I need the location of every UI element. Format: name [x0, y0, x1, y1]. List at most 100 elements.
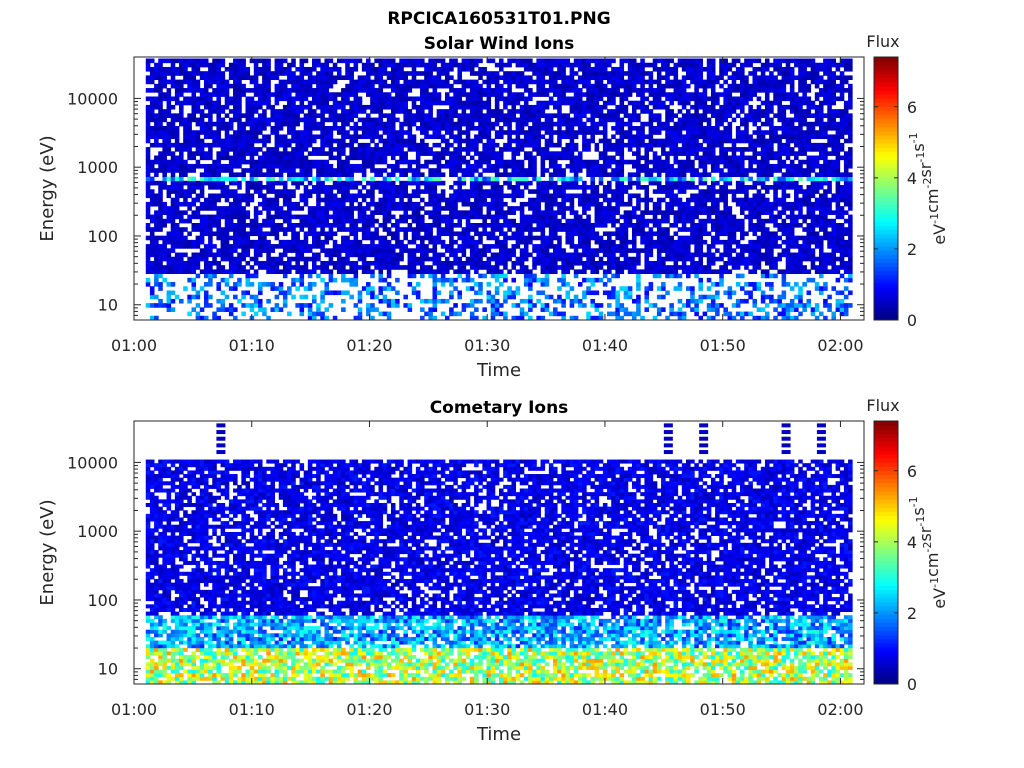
- heatmap-cell: [237, 298, 242, 304]
- heatmap-cell: [457, 117, 462, 123]
- heatmap-cell: [170, 66, 176, 72]
- heatmap-cell: [586, 130, 591, 135]
- heatmap-cell: [282, 155, 288, 161]
- heatmap-cell: [187, 269, 192, 275]
- heatmap-cell: [540, 185, 546, 190]
- heatmap-cell: [528, 168, 533, 173]
- heatmap-cell: [577, 168, 583, 173]
- heatmap-cell: [465, 142, 471, 148]
- heatmap-cell: [208, 142, 213, 148]
- heatmap-cell: [569, 286, 575, 291]
- heatmap-cell: [519, 311, 525, 317]
- heatmap-cell: [299, 273, 305, 279]
- heatmap-cell: [149, 244, 155, 249]
- heatmap-cell: [507, 109, 512, 114]
- heatmap-cell: [187, 189, 192, 194]
- heatmap-cell: [611, 260, 616, 266]
- heatmap-cell: [511, 117, 517, 123]
- heatmap-cell: [507, 235, 512, 241]
- heatmap-cell: [469, 244, 475, 249]
- heatmap-cell: [220, 227, 226, 232]
- heatmap-cell: [216, 92, 221, 97]
- heatmap-cell: [532, 142, 537, 148]
- heatmap-cell: [486, 231, 492, 237]
- heatmap-cell: [611, 172, 616, 178]
- heatmap-cell: [494, 193, 500, 199]
- heatmap-cell: [553, 311, 558, 317]
- heatmap-cell: [241, 197, 246, 203]
- heatmap-cell: [577, 260, 583, 266]
- heatmap-cell: [428, 92, 433, 97]
- heatmap-cell: [145, 79, 151, 85]
- heatmap-cell: [611, 88, 616, 93]
- heatmap-cell: [494, 121, 500, 127]
- heatmap-cell: [208, 185, 213, 190]
- heatmap-cell: [557, 201, 562, 207]
- heatmap-cell: [403, 303, 408, 308]
- heatmap-cell: [341, 248, 346, 253]
- heatmap-cell: [494, 197, 500, 203]
- heatmap-cell: [382, 256, 388, 262]
- heatmap-cell: [474, 96, 479, 102]
- heatmap-cell: [569, 88, 575, 93]
- heatmap-cell: [170, 96, 176, 102]
- heatmap-cell: [553, 269, 558, 275]
- heatmap-cell: [299, 71, 305, 76]
- heatmap-cell: [449, 75, 454, 81]
- heatmap-cell: [328, 252, 334, 258]
- heatmap-cell: [594, 159, 600, 165]
- heatmap-cell: [523, 298, 529, 304]
- heatmap-cell: [569, 121, 575, 127]
- heatmap-cell: [486, 83, 492, 89]
- heatmap-cell: [594, 210, 600, 215]
- heatmap-cell: [228, 260, 234, 266]
- heatmap-cell: [353, 96, 359, 102]
- heatmap-cell: [299, 75, 305, 81]
- heatmap-cell: [449, 83, 454, 89]
- heatmap-cell: [474, 252, 479, 258]
- heatmap-cell: [577, 235, 583, 241]
- heatmap-cell: [174, 260, 180, 266]
- heatmap-cell: [299, 96, 305, 102]
- heatmap-cell: [590, 290, 595, 296]
- heatmap-cell: [390, 298, 396, 304]
- heatmap-cell: [415, 260, 421, 266]
- heatmap-cell: [233, 134, 238, 140]
- heatmap-cell: [503, 88, 508, 93]
- heatmap-cell: [357, 88, 363, 93]
- heatmap-cell: [528, 294, 533, 300]
- heatmap-cell: [154, 214, 159, 220]
- heatmap-cell: [237, 252, 242, 258]
- heatmap-cell: [474, 117, 479, 123]
- heatmap-cell: [179, 62, 184, 68]
- heatmap-cell: [602, 113, 608, 118]
- heatmap-cell: [449, 66, 454, 72]
- heatmap-cell: [199, 58, 205, 64]
- heatmap-cell: [444, 126, 450, 131]
- heatmap-cell: [370, 252, 375, 258]
- heatmap-cell: [353, 193, 359, 199]
- heatmap-cell: [386, 185, 392, 190]
- heatmap-cell: [411, 172, 417, 178]
- heatmap-cell: [199, 235, 205, 241]
- heatmap-cell: [149, 58, 155, 64]
- heatmap-cell: [299, 159, 305, 165]
- heatmap-cell: [179, 185, 184, 190]
- heatmap-cell: [428, 223, 433, 228]
- heatmap-cell: [428, 231, 433, 237]
- heatmap-cell: [415, 206, 421, 211]
- heatmap-cell: [154, 104, 159, 110]
- heatmap-cell: [212, 180, 217, 186]
- heatmap-cell: [241, 151, 246, 156]
- heatmap-cell: [519, 265, 525, 270]
- heatmap-cell: [482, 142, 487, 148]
- heatmap-cell: [386, 298, 392, 304]
- heatmap-cell: [395, 163, 400, 169]
- heatmap-cell: [257, 244, 263, 249]
- heatmap-cell: [349, 100, 354, 106]
- heatmap-cell: [295, 109, 300, 114]
- heatmap-cell: [499, 231, 504, 237]
- heatmap-cell: [590, 113, 595, 118]
- heatmap-cell: [324, 151, 330, 156]
- heatmap-cell: [561, 172, 566, 178]
